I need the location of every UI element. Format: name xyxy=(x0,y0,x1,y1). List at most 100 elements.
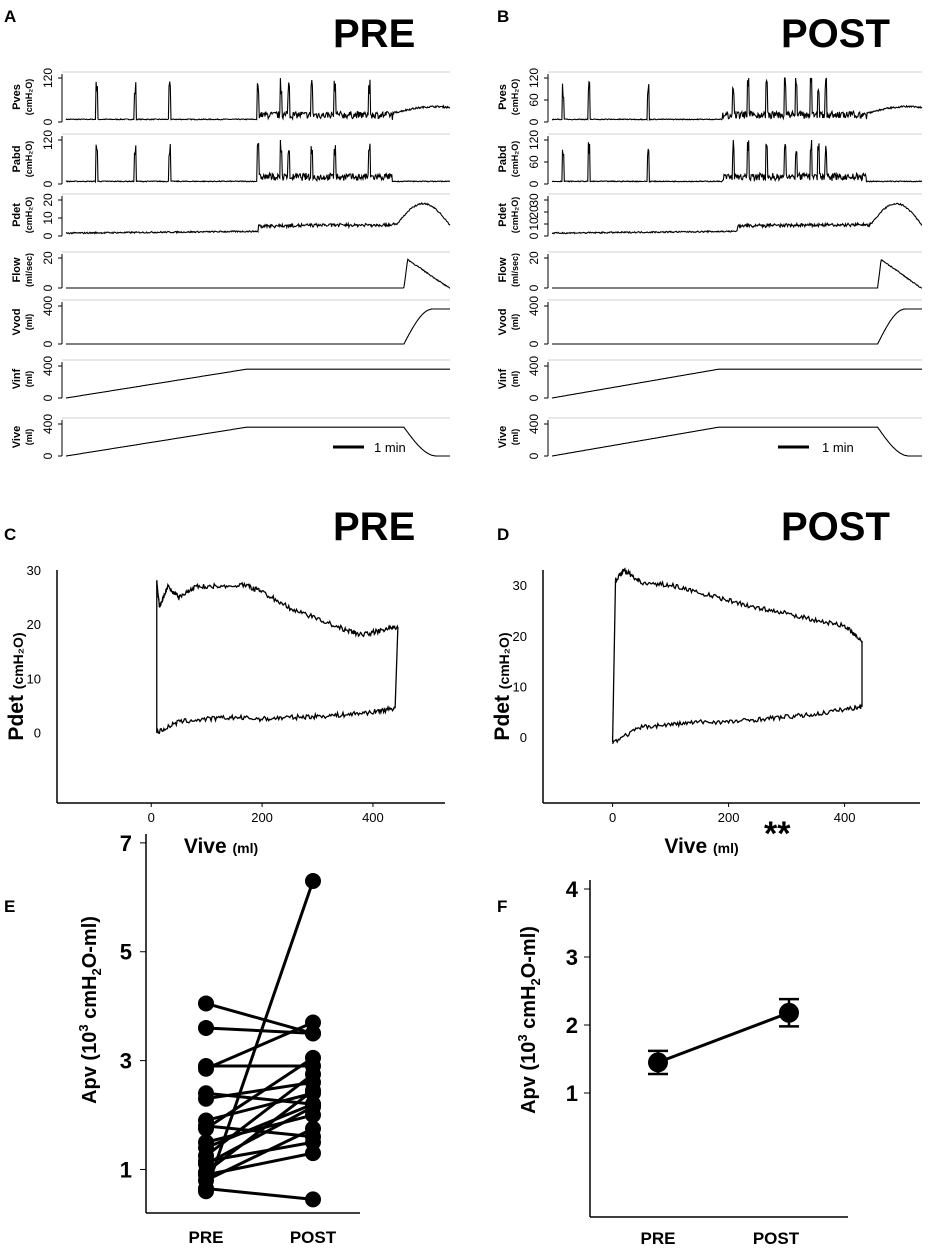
x-tick-label-pre: PRE xyxy=(189,1228,224,1247)
loop-filling xyxy=(612,703,863,745)
trace-pdet xyxy=(551,202,923,235)
y-tick-label: 10 xyxy=(41,211,55,225)
x-tick-label-pre: PRE xyxy=(641,1229,676,1248)
pair-line xyxy=(205,1105,314,1166)
y-tick-label: 400 xyxy=(527,296,541,316)
y-tick-label: 0 xyxy=(520,730,527,745)
post-mean-point xyxy=(779,1002,799,1023)
trace-pves xyxy=(551,77,923,122)
pre-point xyxy=(198,1019,214,1036)
mean-line xyxy=(657,1011,790,1064)
y-tick-label: 20 xyxy=(527,205,541,219)
y-tick-label: 20 xyxy=(41,193,55,207)
panel-label-d: D xyxy=(497,525,509,544)
y-axis-title: Apv (103 cmH2O-ml) xyxy=(515,926,543,1114)
y-tick-label: 20 xyxy=(41,251,55,265)
post-point xyxy=(305,1066,321,1083)
trace-vive xyxy=(551,426,922,457)
pre-point xyxy=(198,1120,214,1137)
y-tick-label: 10 xyxy=(513,680,527,695)
pair-line xyxy=(205,1187,314,1201)
panel-d-plot: 0 10 20 30 0 200 400 Vive (ml) Pdet (cmH₂O) xyxy=(491,567,920,858)
y-tick-label: 3 xyxy=(120,1049,132,1074)
post-point xyxy=(305,872,321,889)
y-tick-label: 120 xyxy=(527,68,541,88)
loop-filling xyxy=(156,705,396,735)
channel-label-pabd: Pabd xyxy=(497,146,509,173)
y-tick-label: 1 xyxy=(566,1081,578,1106)
channel-label-pves: Pves xyxy=(11,84,23,110)
loop-start-line xyxy=(611,580,617,743)
post-point xyxy=(305,1120,321,1137)
channel-label-pves: Pves xyxy=(497,84,509,110)
y-tick-label: 30 xyxy=(513,578,527,593)
channel-unit: (ml) xyxy=(510,371,520,388)
channel-unit: (cmH₂O) xyxy=(510,141,520,178)
x-tick-label: 200 xyxy=(251,810,273,825)
x-axis-title: Vive (ml) xyxy=(184,835,258,858)
trace-flow xyxy=(552,258,922,289)
trace-vinf xyxy=(65,368,450,399)
y-tick-label: 2 xyxy=(566,1013,578,1038)
x-tick-label-post: POST xyxy=(290,1228,337,1247)
y-tick-label: 20 xyxy=(27,617,41,632)
y-tick-label: 0 xyxy=(527,394,541,401)
pre-point xyxy=(198,995,214,1012)
channel-unit: (ml/sec) xyxy=(24,253,34,287)
y-tick-label: 400 xyxy=(41,296,55,316)
y-axis-title: Apv (103 cmH2O-ml) xyxy=(76,916,104,1104)
channel-unit: (cmH₂O) xyxy=(24,79,34,116)
y-tick-label: 10 xyxy=(527,217,541,231)
channel-label-vinf: Vinf xyxy=(11,368,23,389)
channel-unit: (cmH₂O) xyxy=(510,79,520,116)
y-tick-label: 3 xyxy=(566,945,578,970)
trace-vvod xyxy=(552,308,922,345)
post-point xyxy=(305,1191,321,1208)
y-tick-label: 120 xyxy=(41,68,55,88)
trace-vinf xyxy=(551,368,922,399)
y-tick-label: 0 xyxy=(41,118,55,125)
pair-line xyxy=(205,1021,314,1071)
y-tick-label: 20 xyxy=(513,629,527,644)
y-tick-label: 400 xyxy=(527,356,541,376)
panel-label-a: A xyxy=(4,7,16,26)
channel-unit: (ml) xyxy=(510,314,520,331)
y-tick-label: 0 xyxy=(527,118,541,125)
y-tick-label: 60 xyxy=(527,155,541,169)
x-tick-label-post: POST xyxy=(753,1229,800,1248)
y-tick-label: 0 xyxy=(41,284,55,291)
y-tick-label: 0 xyxy=(527,452,541,459)
post-point xyxy=(305,1098,321,1115)
x-tick-label: 0 xyxy=(609,810,616,825)
y-tick-label: 400 xyxy=(41,356,55,376)
channel-unit: (ml) xyxy=(24,314,34,331)
y-tick-label: 0 xyxy=(41,394,55,401)
x-tick-label: 400 xyxy=(834,810,856,825)
pre-point xyxy=(198,1090,214,1107)
trace-vive xyxy=(65,426,450,457)
y-tick-label: 5 xyxy=(120,940,132,965)
panel-label-e: E xyxy=(4,897,15,916)
channel-label-vive: Vive xyxy=(497,426,509,448)
pair-line xyxy=(205,1089,314,1174)
y-axis-title: Pdet (cmH₂O) xyxy=(5,632,28,740)
y-tick-label: 0 xyxy=(41,340,55,347)
channel-label-flow: Flow xyxy=(11,257,23,282)
post-point xyxy=(305,1014,321,1031)
channel-label-pabd: Pabd xyxy=(11,146,23,173)
pair-line xyxy=(205,1080,314,1101)
panel-c-plot: 0 10 20 30 0 200 400 Vive (ml) Pdet (cmH₂O) xyxy=(5,563,445,858)
y-tick-label: 60 xyxy=(527,93,541,107)
panel-b-title: POST xyxy=(781,12,890,56)
pair-line xyxy=(205,1056,314,1130)
channel-label-vvod: Vvod xyxy=(497,309,509,336)
y-tick-label: 0 xyxy=(41,452,55,459)
trace-vvod xyxy=(66,308,450,345)
x-tick-label: 200 xyxy=(718,810,740,825)
channel-label-pdet: Pdet xyxy=(11,203,23,227)
y-tick-label: 0 xyxy=(34,726,41,741)
trace-pabd xyxy=(551,139,922,184)
y-tick-label: 0 xyxy=(527,340,541,347)
